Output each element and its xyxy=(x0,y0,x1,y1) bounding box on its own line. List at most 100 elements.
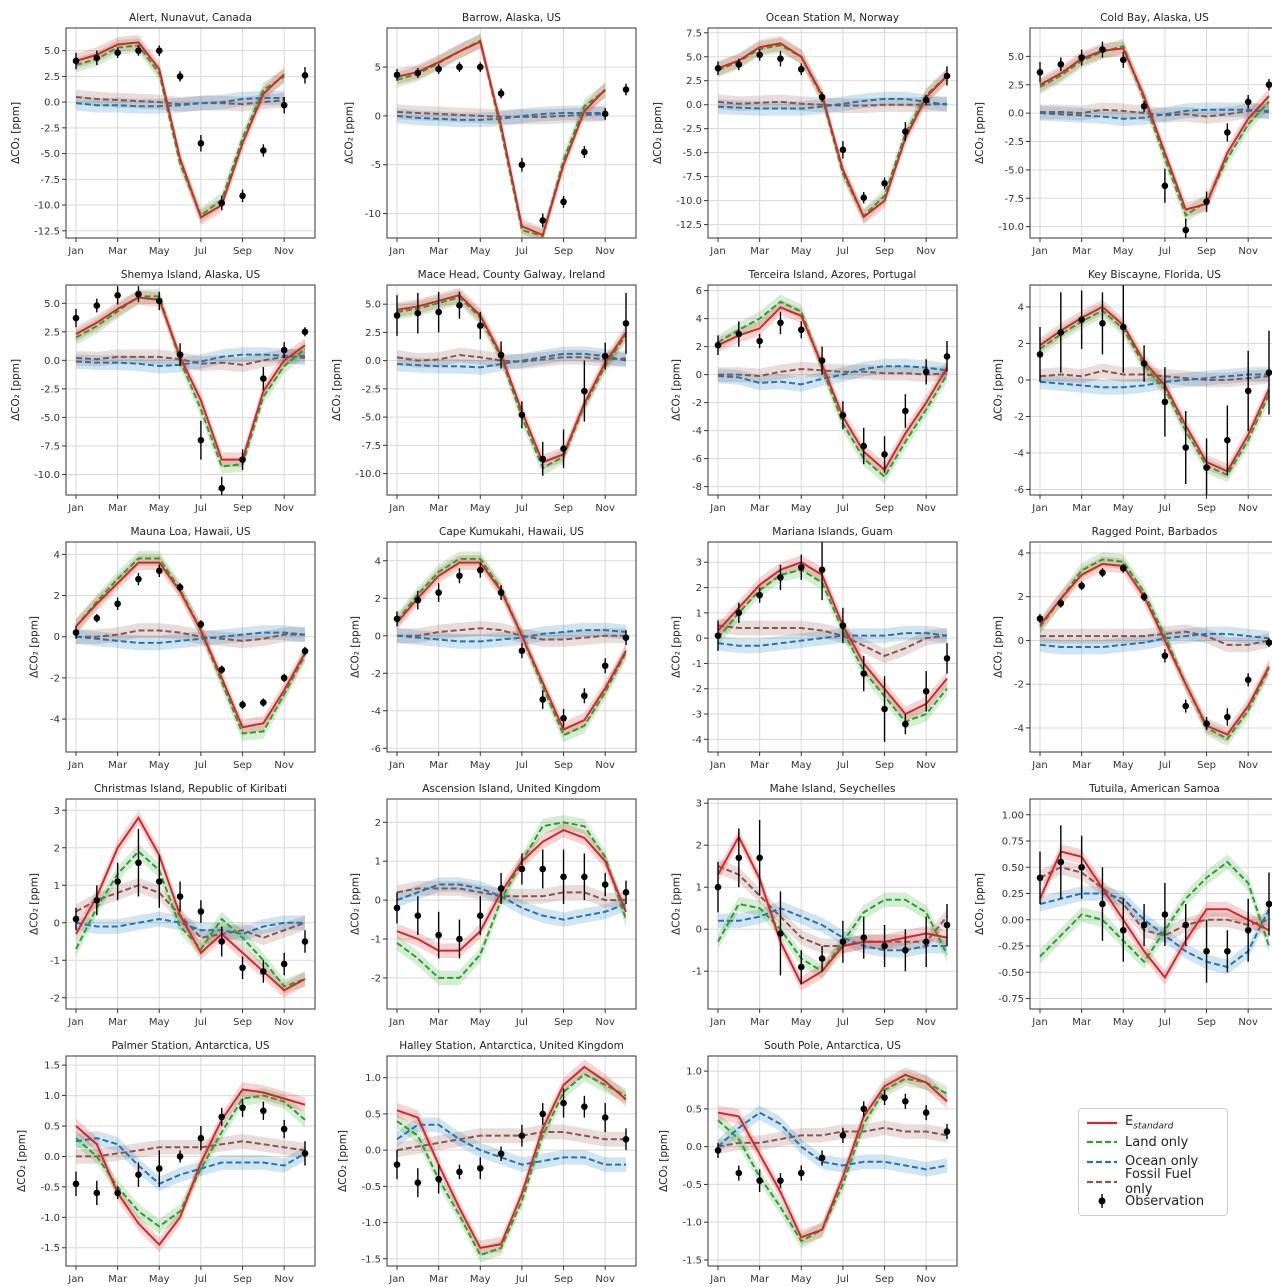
xtick-label: Nov xyxy=(274,246,294,257)
axes-frame xyxy=(1029,541,1272,753)
xtick-label: Jan xyxy=(67,246,83,257)
observation-point xyxy=(839,411,847,419)
panel-title: Christmas Island, Republic of Kiribati xyxy=(94,783,287,795)
ytick-label: -5.0 xyxy=(40,149,60,160)
panel-title: Ocean Station M, Norway xyxy=(766,12,899,24)
panel-16: 1.5 1.0 0.5 0.0 -0.5 -1.0 -1.5 Jan Mar May Jul Sep N… xyxy=(16,1040,316,1285)
panel-5: 5.0 2.5 0.0 -2.5 -5.0 -7.5 -10.0 Jan Mar May Jul Se… xyxy=(331,269,637,514)
xtick-label: Sep xyxy=(233,1017,252,1028)
xtick-label: Jul xyxy=(194,760,207,771)
xtick-label: Mar xyxy=(108,1274,128,1285)
observation-point xyxy=(435,589,442,596)
xtick-label: Nov xyxy=(274,760,294,771)
ytick-label: 4 xyxy=(1018,302,1024,313)
band-fossil xyxy=(76,348,305,373)
xtick-label: Jan xyxy=(67,760,83,771)
panel-9: 4 2 0 -2 -4 -6 Jan Mar May Jul Sep Nov Cape Kumukahi… xyxy=(350,526,637,771)
axes-frame xyxy=(65,27,316,239)
observation-point xyxy=(560,1099,567,1107)
axes-frame xyxy=(386,541,637,753)
y-axis-label: ΔCO₂ [ppm] xyxy=(331,359,343,421)
observation-point xyxy=(301,72,309,79)
observation-point xyxy=(922,938,930,946)
observation-point xyxy=(560,445,567,453)
ytick-label: -1 xyxy=(371,935,381,946)
observation-point xyxy=(497,885,505,892)
xtick-label: Nov xyxy=(916,1017,936,1028)
observation-point xyxy=(114,49,121,57)
xtick-label: May xyxy=(149,503,170,514)
observation-point xyxy=(135,859,142,867)
observation-point xyxy=(601,352,609,360)
panel-18: 1.0 0.5 0.0 -0.5 -1.0 -1.5 Jan Mar May Jul Sep Nov S… xyxy=(658,1040,958,1285)
panel-6: 6 4 2 0 -2 -4 -6 -8 Jan Mar May Jul Sep Nov Terceira I… xyxy=(671,269,958,514)
band-ocean xyxy=(76,90,285,114)
xtick-label: Mar xyxy=(750,760,770,771)
band-fossil xyxy=(397,620,626,647)
xtick-label: Sep xyxy=(875,760,894,771)
plot-area xyxy=(714,294,951,485)
y-axis-label: ΔCO₂ [ppm] xyxy=(10,102,22,164)
ytick-label: -2 xyxy=(371,973,381,984)
band-land xyxy=(718,892,947,979)
legend-item-ocean: Ocean only xyxy=(1087,1152,1219,1172)
observation-point xyxy=(72,629,80,636)
ytick-label: -4 xyxy=(50,715,60,726)
series-line-standard xyxy=(717,1073,948,1239)
observation-point xyxy=(414,1179,422,1187)
observation-point xyxy=(476,912,484,919)
xtick-label: Jul xyxy=(515,503,528,514)
xtick-label: Jan xyxy=(1031,760,1047,771)
observation-point xyxy=(818,955,826,962)
xtick-label: Jan xyxy=(709,760,725,771)
observation-point xyxy=(155,47,163,54)
observation-point xyxy=(622,634,630,641)
observation-point xyxy=(818,566,826,574)
xtick-label: May xyxy=(791,1274,812,1285)
band-fossil xyxy=(76,623,305,649)
band-ocean xyxy=(718,91,947,116)
observation-point xyxy=(155,1165,163,1172)
ytick-label: -5.0 xyxy=(682,148,702,159)
xtick-label: Jan xyxy=(1031,246,1047,257)
series-line-fossil xyxy=(396,1131,626,1152)
series-line-standard xyxy=(75,296,306,461)
panel-title: Shemya Island, Alaska, US xyxy=(121,269,261,281)
ytick-label: 2 xyxy=(375,594,381,605)
series-line-ocean xyxy=(717,1111,948,1171)
series-line-ocean xyxy=(75,631,306,644)
legend-label-observation: Observation xyxy=(1125,1193,1205,1209)
ytick-label: 2 xyxy=(696,841,702,852)
xtick-label: Jan xyxy=(67,503,83,514)
ytick-label: -3 xyxy=(692,710,702,721)
xtick-label: May xyxy=(470,760,491,771)
observation-point xyxy=(435,308,442,316)
plot-area xyxy=(393,287,630,476)
xtick-label: Jul xyxy=(194,1274,207,1285)
ytick-label: 0.5 xyxy=(686,1104,702,1115)
panel-8: 4 2 0 -2 -4 Jan Mar May Jul Sep Nov Mauna Loa, Hawa… xyxy=(29,526,316,771)
ytick-label: 2.5 xyxy=(686,76,702,87)
observation-point xyxy=(476,1164,484,1172)
observation-point xyxy=(560,198,567,206)
series-line-ocean xyxy=(717,632,948,647)
observation-point xyxy=(756,51,763,59)
xtick-label: Jul xyxy=(515,246,528,257)
series-line-standard xyxy=(396,40,606,237)
band-land xyxy=(397,1066,626,1263)
series-line-ocean xyxy=(75,97,285,108)
ytick-label: -2 xyxy=(1014,412,1024,423)
ytick-label: -10.0 xyxy=(676,196,702,207)
ytick-label: 3 xyxy=(696,558,702,569)
ytick-label: 0 xyxy=(54,918,60,929)
series-line-ocean xyxy=(1039,632,1270,648)
y-axis-label: ΔCO₂ [ppm] xyxy=(29,873,41,935)
xtick-label: Jan xyxy=(1031,1017,1047,1028)
observation-point xyxy=(93,302,101,309)
xtick-label: May xyxy=(470,246,491,257)
xtick-label: Jul xyxy=(1158,1017,1171,1028)
ytick-label: 0.00 xyxy=(1002,915,1024,926)
xtick-label: Nov xyxy=(916,760,936,771)
axes-frame xyxy=(707,541,958,753)
observation-point xyxy=(839,938,847,946)
